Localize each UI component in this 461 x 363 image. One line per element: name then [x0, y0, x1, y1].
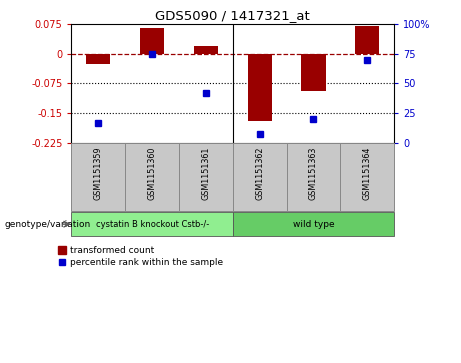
Bar: [71, 212, 233, 236]
Bar: [140, 28, 164, 54]
Bar: [86, 54, 111, 64]
Bar: [194, 46, 218, 54]
Bar: [125, 143, 179, 211]
Legend: transformed count, percentile rank within the sample: transformed count, percentile rank withi…: [58, 246, 223, 267]
Bar: [233, 212, 394, 236]
Bar: [287, 143, 340, 211]
Text: GSM1151363: GSM1151363: [309, 147, 318, 200]
Text: GSM1151359: GSM1151359: [94, 147, 103, 200]
Text: cystatin B knockout Cstb-/-: cystatin B knockout Cstb-/-: [95, 220, 209, 229]
Bar: [71, 143, 125, 211]
Bar: [248, 54, 272, 122]
Text: genotype/variation: genotype/variation: [5, 220, 91, 229]
Bar: [355, 26, 379, 54]
Bar: [301, 54, 325, 91]
Text: GSM1151364: GSM1151364: [363, 147, 372, 200]
Bar: [340, 143, 394, 211]
Text: wild type: wild type: [293, 220, 334, 229]
Bar: [233, 143, 287, 211]
Title: GDS5090 / 1417321_at: GDS5090 / 1417321_at: [155, 9, 310, 23]
Text: GSM1151362: GSM1151362: [255, 147, 264, 200]
Text: GSM1151360: GSM1151360: [148, 147, 157, 200]
Bar: [179, 143, 233, 211]
Text: GSM1151361: GSM1151361: [201, 147, 210, 200]
